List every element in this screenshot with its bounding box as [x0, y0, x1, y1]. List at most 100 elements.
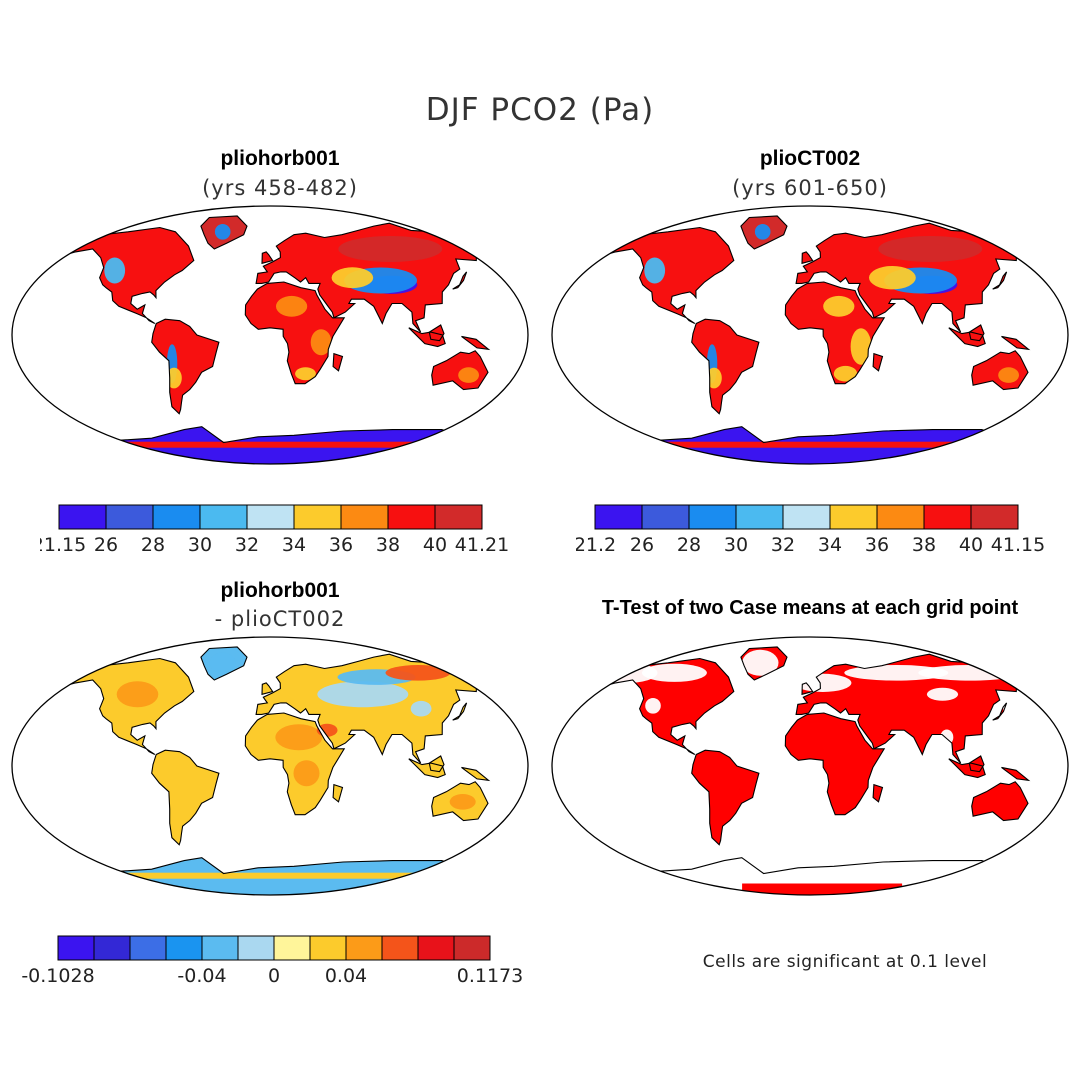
colorbar-swatch	[434, 504, 483, 530]
coastline-indonesia	[948, 327, 986, 348]
land-indonesia	[948, 758, 986, 778]
coastline-uk	[801, 251, 814, 265]
colorbar-swatch	[152, 504, 201, 530]
coastline-north-america	[59, 226, 195, 324]
significance-note: Cells are significant at 0.1 level	[702, 952, 988, 972]
coastline-japan	[992, 271, 1008, 290]
colorbar-swatch	[93, 935, 131, 961]
field-patch	[209, 652, 236, 674]
coastline-new-guinea	[461, 335, 491, 351]
colorbar-tick-label: 38	[912, 534, 936, 556]
coastline-eurasia	[255, 222, 495, 333]
field-patch	[644, 257, 666, 284]
field-patch	[706, 367, 722, 389]
land-madagascar	[333, 784, 343, 802]
land-uk	[262, 251, 273, 264]
colorbar-swatch	[970, 504, 1019, 530]
colorbar-tick-label: -0.1028	[21, 965, 94, 987]
colorbar-tick-label: 40	[423, 534, 447, 556]
colorbar-panel-1: 21.15 26 28 30 32 34 36 38 40 41.21	[40, 504, 509, 556]
coastline-indonesia	[948, 758, 986, 779]
colorbar-swatch	[129, 935, 167, 961]
land-indonesia	[948, 327, 986, 347]
map-layer	[552, 215, 1068, 464]
colorbar-swatch	[688, 504, 737, 530]
colorbar-tick-label: 34	[818, 534, 842, 556]
map-border	[551, 205, 1069, 465]
coastline-japan	[452, 702, 468, 721]
land-uk	[802, 251, 813, 264]
field-patch	[317, 681, 409, 708]
antarctic-significant-cells	[742, 883, 903, 895]
coastline-australia	[971, 781, 1029, 822]
field-patch	[926, 687, 959, 701]
land-south-america	[691, 319, 759, 414]
colorbar-tick-label: 30	[724, 534, 748, 556]
antarctic-coast-band	[552, 441, 1068, 448]
figure-title: DJF PCO2 (Pa)	[425, 92, 655, 128]
land-madagascar	[873, 353, 883, 371]
land-south-america	[151, 319, 219, 414]
land-uk	[262, 682, 273, 695]
coastline-new-guinea	[1001, 335, 1031, 351]
field-patch	[794, 673, 852, 692]
field-patch	[275, 724, 323, 751]
field-patch	[385, 665, 451, 681]
panel3-title: pliohorb001	[220, 579, 340, 602]
colorbar-tick-label: 30	[188, 534, 212, 556]
field-patch	[410, 700, 432, 717]
colorbar-tick-label: 32	[771, 534, 795, 556]
map-border	[551, 636, 1069, 896]
coastline-eurasia	[795, 653, 1035, 764]
panel2-subtitle: (yrs 601-650)	[732, 176, 888, 200]
colorbar-swatch	[641, 504, 690, 530]
coastline-eurasia	[255, 653, 495, 764]
colorbar-swatch	[57, 935, 95, 961]
coastline-madagascar	[332, 352, 344, 372]
field-patch	[833, 365, 858, 382]
coastline-africa	[784, 712, 886, 816]
field-patch	[869, 266, 916, 290]
colorbar-tick-label: 28	[677, 534, 701, 556]
colorbar-tick-label: 26	[630, 534, 654, 556]
land-borneo	[969, 325, 984, 341]
colorbar-swatch	[387, 504, 436, 530]
coastline-south-america	[691, 318, 760, 415]
colorbar-swatch	[246, 504, 295, 530]
land-borneo	[429, 325, 444, 341]
colorbar-swatch	[417, 935, 455, 961]
coastline-greenland	[200, 646, 248, 681]
field-patch	[918, 665, 1023, 681]
colorbar-swatch	[273, 935, 311, 961]
coastline-uk	[261, 682, 274, 696]
colorbar-swatch	[105, 504, 154, 530]
field-patch	[742, 649, 779, 676]
panel3-subtitle: - plioCT002	[214, 607, 346, 631]
field-accents	[644, 224, 1019, 389]
colorbar-swatch	[876, 504, 925, 530]
field-patch	[104, 257, 126, 284]
coastline-eurasia	[795, 222, 1035, 333]
colorbar-swatch	[201, 935, 239, 961]
land-australia	[971, 781, 1028, 821]
colorbar-swatch	[829, 504, 878, 530]
field-patch	[850, 328, 872, 365]
coastline-japan	[452, 271, 468, 290]
colorbar-tick-label: 38	[376, 534, 400, 556]
coastline-new-guinea	[461, 766, 491, 782]
colorbar-tick-label: 41.21	[455, 534, 509, 556]
colorbar-tick-label: 0.1173	[457, 965, 523, 987]
coastline-greenland	[200, 215, 248, 250]
field-patch	[449, 794, 476, 810]
field-patch	[116, 681, 159, 708]
coastline-borneo	[428, 755, 445, 773]
coastline-africa	[244, 281, 346, 385]
land-new-guinea	[461, 336, 489, 350]
colorbar-tick-label: 0.04	[325, 965, 367, 987]
colorbar-swatch	[345, 935, 383, 961]
land-south-america	[691, 750, 759, 845]
field-patch	[645, 698, 661, 714]
coastline-japan	[992, 702, 1008, 721]
panel1-subtitle: (yrs 458-482)	[202, 176, 358, 200]
colorbar-tick-label: 40	[959, 534, 983, 556]
